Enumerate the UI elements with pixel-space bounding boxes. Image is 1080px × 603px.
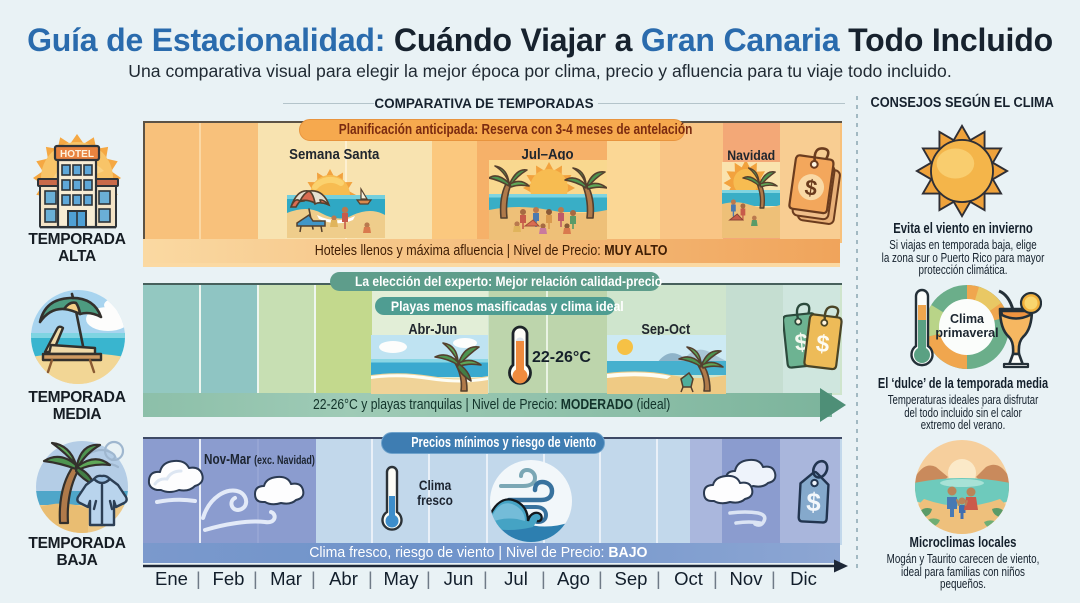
svg-text:$: $	[803, 174, 819, 200]
svg-text:$: $	[814, 330, 831, 359]
svg-text:HOTEL: HOTEL	[60, 149, 94, 160]
svg-text:Clima: Clima	[950, 312, 985, 326]
svg-text:$: $	[806, 487, 823, 518]
svg-text:primaveral: primaveral	[935, 326, 998, 340]
